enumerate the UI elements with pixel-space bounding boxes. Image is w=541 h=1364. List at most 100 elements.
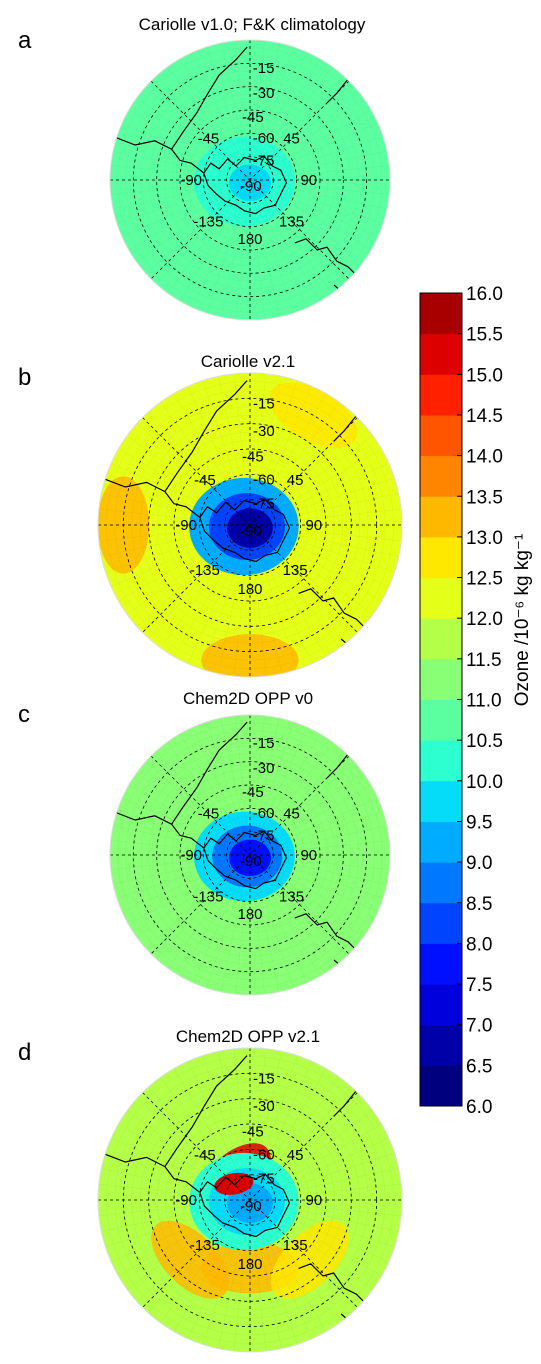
coastline — [116, 137, 172, 150]
coastline — [116, 812, 172, 825]
latitude-label: -90 — [240, 1198, 262, 1215]
colorbar-bin — [420, 455, 462, 497]
latitude-circle — [198, 1148, 302, 1252]
fine-grid — [105, 1199, 251, 1248]
latitude-label: -45 — [242, 784, 264, 801]
latitude-label: -90 — [240, 178, 262, 195]
coastline — [105, 478, 166, 493]
vortex-core — [227, 508, 273, 548]
colorbar-bin — [420, 699, 462, 741]
fine-grid — [249, 772, 364, 856]
longitude-label: -135 — [190, 562, 220, 579]
fine-grid — [156, 854, 251, 960]
longitude-label: 135 — [283, 562, 308, 579]
vortex-core — [229, 839, 271, 876]
fine-grid — [156, 431, 344, 619]
latitude-label: -30 — [253, 85, 275, 102]
fine-grid — [249, 1199, 352, 1314]
colorbar-bin — [420, 740, 462, 782]
fine-grid — [249, 524, 340, 649]
latitude-circle — [198, 473, 302, 577]
colorbar-bin — [420, 902, 462, 944]
fine-grid — [126, 1110, 251, 1201]
vortex-core — [229, 164, 271, 201]
meridian-line — [142, 1092, 358, 1308]
latitude-label: -75 — [253, 1171, 275, 1188]
coastline — [203, 830, 288, 890]
fine-grid — [215, 1165, 285, 1235]
longitude-label: 135 — [283, 1237, 308, 1254]
longitude-label: 90 — [305, 517, 322, 534]
coastline — [171, 148, 205, 174]
coastlines — [116, 721, 383, 985]
colorbar-tick-label: 8.5 — [466, 894, 492, 915]
fine-grid — [105, 524, 251, 573]
latitude-label: -30 — [253, 1098, 275, 1115]
longitude-label: -90 — [180, 847, 202, 864]
colorbar-bin — [420, 862, 462, 904]
fine-grid — [249, 524, 352, 639]
colorbar-tick-label: 6.0 — [466, 1097, 492, 1118]
colorbar-tick-label: 9.5 — [466, 812, 492, 833]
colorbar-tick-label: 8.0 — [466, 934, 492, 955]
colorbar-tick-label: 7.0 — [466, 1016, 492, 1037]
panel-letter-d: d — [18, 1039, 31, 1066]
fine-grid — [241, 516, 259, 534]
colorbar-tick-label: 15.5 — [466, 325, 503, 346]
colorbar-tick-label: 15.0 — [466, 365, 503, 386]
colorbar-bin — [420, 374, 462, 416]
colorbar-bin — [420, 536, 462, 579]
fine-grid — [220, 179, 251, 317]
panel-b: b Cariolle v2.1 -15 -30 -45 -60 -75 -90 45 90 13… — [18, 352, 403, 678]
panel-d: d Chem2D OPP v2.1 -15 -30 -45 -60 -75 -90 45 90… — [18, 1027, 403, 1353]
colorbar-tick-label: 14.5 — [466, 406, 503, 427]
panel-letter-b: b — [18, 364, 31, 391]
fine-grid — [202, 1199, 251, 1345]
colorbar-title: Ozone /10⁻⁶ kg kg⁻¹ — [512, 534, 533, 707]
longitude-label: -45 — [194, 472, 216, 489]
longitude-label: 45 — [287, 472, 304, 489]
coastline — [164, 491, 201, 518]
latitude-label: -30 — [253, 760, 275, 777]
coastline — [164, 1166, 201, 1193]
longitude-label: 180 — [237, 906, 262, 923]
fine-grid — [187, 792, 313, 918]
meridian-line — [150, 80, 350, 280]
latitude-circle — [132, 737, 368, 973]
fine-grid — [167, 179, 251, 294]
longitude-label: 90 — [300, 172, 317, 189]
latitude-label: -90 — [240, 523, 262, 540]
coastline — [105, 1153, 166, 1168]
coastline — [171, 721, 248, 825]
fine-grid — [249, 97, 364, 181]
polar-map-a: -15 -30 -45 -60 -75 -90 45 90 135 180 -135 -90 -45 — [109, 39, 391, 321]
latitude-label: -15 — [253, 735, 275, 752]
fine-grid — [241, 1191, 259, 1209]
longitude-label: -45 — [198, 130, 220, 147]
coastlines — [105, 380, 394, 666]
colorbar-bin — [420, 414, 462, 457]
coastline — [199, 1173, 291, 1238]
latitude-label: -75 — [253, 152, 275, 169]
map-boundary — [97, 372, 403, 678]
latitude-label: -15 — [253, 60, 275, 77]
longitude-label: 180 — [237, 231, 262, 248]
longitude-label: 135 — [279, 214, 304, 231]
colorbar-tick-label: 6.5 — [466, 1056, 492, 1077]
colorbar-tick-label: 11.0 — [466, 691, 502, 712]
fine-grid — [156, 1106, 344, 1294]
polar-map-d: -15 -30 -45 -60 -75 -90 45 90 135 180 -135 -90 -45 — [97, 1047, 403, 1353]
colorbar-tick-label: 10.0 — [466, 772, 503, 793]
fine-grid — [249, 411, 352, 526]
coastline — [171, 823, 205, 849]
panel-letter-c: c — [18, 701, 30, 728]
fine-grid — [234, 839, 266, 871]
longitude-label: 45 — [283, 805, 300, 822]
fine-grid — [116, 179, 251, 224]
fine-grid — [122, 179, 251, 238]
latitude-label: -75 — [253, 496, 275, 513]
panel-title-c: Chem2D OPP v0 — [183, 689, 313, 708]
colorbar-bin — [420, 577, 462, 619]
colorbar-tick-label: 16.0 — [466, 284, 503, 305]
longitude-label: -90 — [180, 172, 202, 189]
